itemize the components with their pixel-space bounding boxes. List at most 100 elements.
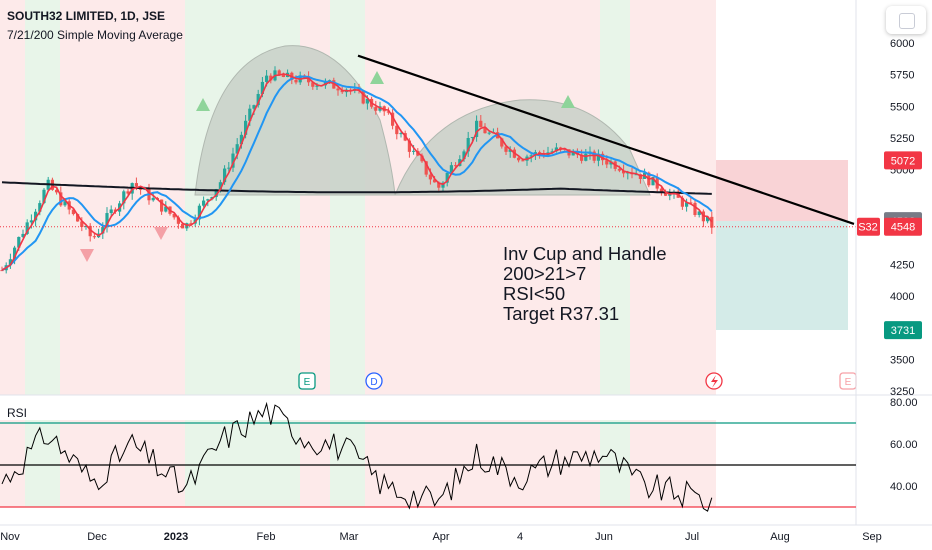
candle-body (571, 151, 575, 156)
candle-21 (88, 223, 92, 242)
time-tick-Nov: Nov (0, 531, 20, 543)
price-tick-4000: 4000 (890, 291, 914, 303)
candle-body (361, 90, 365, 104)
candle-body (659, 188, 663, 193)
candle-body (223, 168, 227, 183)
candle-0 (0, 266, 4, 272)
candle-body (466, 138, 470, 152)
candle-body (218, 182, 222, 190)
price-tick-3250: 3250 (890, 386, 914, 398)
price-tick-4250: 4250 (890, 259, 914, 271)
time-tick-Sep: Sep (862, 531, 882, 543)
target-price-label-bg (884, 321, 922, 340)
ticker-badge-bg (857, 217, 880, 236)
candle-61 (256, 89, 260, 108)
signal-up-icon-1 (370, 71, 384, 84)
candle-body (596, 153, 600, 161)
candle-41 (172, 213, 176, 220)
candle-body (134, 183, 138, 187)
short-position-target (716, 221, 848, 330)
candle-body (420, 155, 424, 162)
rsi-line (1, 401, 713, 512)
event-marker-label: E (304, 377, 311, 388)
candle-89 (374, 100, 378, 115)
candle-93 (391, 109, 395, 130)
lightning-icon (711, 375, 718, 388)
candle-body (508, 149, 512, 152)
candle-5 (21, 229, 25, 238)
candle-body (479, 120, 483, 128)
candle-body (281, 74, 285, 78)
candle-body (454, 165, 458, 167)
candle-body (374, 106, 378, 111)
candle-body (605, 160, 609, 165)
candle-17 (71, 208, 75, 216)
candle-body (538, 152, 542, 154)
time-tick-Dec: Dec (87, 531, 107, 543)
candle-body (63, 201, 67, 206)
candle-114 (479, 115, 483, 128)
candle-body (260, 81, 264, 94)
candle-94 (395, 123, 399, 140)
candle-body (84, 225, 88, 227)
candle-body (256, 93, 260, 106)
candle-body (470, 136, 474, 139)
candle-body (584, 153, 588, 161)
candle-body (244, 120, 248, 135)
candle-body (307, 76, 311, 83)
candle-body (181, 223, 185, 229)
event-marker-1: D (365, 372, 383, 390)
rsi-panel-label[interactable]: RSI (7, 406, 28, 420)
candle-body (550, 151, 554, 153)
candle-121 (508, 146, 512, 158)
rsi-tick-40.00: 40.00 (890, 481, 918, 493)
candle-body (529, 155, 533, 157)
candle-body (634, 174, 638, 176)
candle-body (601, 153, 605, 161)
candle-body (105, 213, 109, 228)
event-marker-box (298, 372, 316, 390)
candle-body (462, 151, 466, 160)
camera-icon[interactable] (886, 6, 926, 34)
annotation-line-1: Inv Cup and Handle (503, 243, 667, 264)
candle-22 (92, 233, 96, 239)
rsi-band-8 (365, 420, 600, 507)
price-tick-6000: 6000 (890, 38, 914, 50)
candle-body (445, 172, 449, 183)
price-tick-5250: 5250 (890, 133, 914, 145)
candle-body (109, 209, 113, 214)
signal-down-icon-3 (80, 249, 94, 262)
candle-body (151, 198, 155, 201)
candle-113 (475, 115, 479, 142)
candle-body (395, 125, 399, 135)
annotation-text: Inv Cup and Handle 200>21>7 RSI<50 Targe… (503, 244, 667, 324)
candle-body (294, 79, 298, 83)
short-position-risk (716, 160, 848, 221)
candle-body (340, 90, 344, 93)
candle-body (311, 82, 315, 87)
candle-body (197, 205, 201, 220)
candle-body (483, 127, 487, 134)
candle-36 (151, 192, 155, 202)
time-tick-Aug: Aug (770, 531, 790, 543)
candle-105 (441, 181, 445, 192)
candle-body (412, 150, 416, 152)
candle-body (449, 165, 453, 173)
candle-body (680, 197, 684, 207)
annotation-line-2: 200>21>7 (503, 263, 587, 284)
indicator-legend[interactable]: 7/21/200 Simple Moving Average (7, 28, 183, 42)
candle-body (622, 170, 626, 174)
candle-body (101, 227, 105, 234)
band-9 (600, 0, 630, 395)
candle-163 (685, 198, 689, 212)
candle-body (8, 259, 12, 266)
rsi-band-3 (100, 420, 135, 507)
candle-body (277, 70, 281, 75)
candle-body (433, 179, 437, 183)
candle-body (55, 189, 59, 193)
candle-2 (8, 253, 12, 269)
candle-body (227, 167, 231, 169)
candle-106 (445, 171, 449, 187)
candle-body (17, 236, 21, 248)
